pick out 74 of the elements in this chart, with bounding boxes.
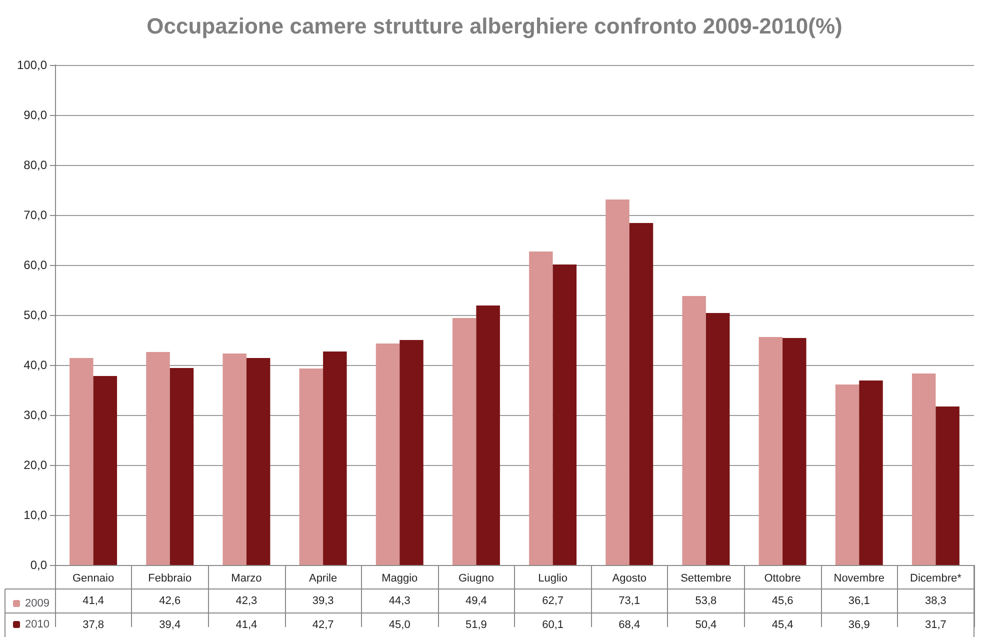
bar xyxy=(246,358,270,565)
data-label: 41,4 xyxy=(236,619,258,631)
y-tick-label: 10,0 xyxy=(24,508,48,522)
x-tick-label: Dicembre* xyxy=(910,572,962,584)
data-label: 42,3 xyxy=(236,595,258,607)
bar xyxy=(758,337,783,565)
data-label: 45,4 xyxy=(772,619,794,631)
data-label: 37,8 xyxy=(82,619,104,631)
data-label: 36,1 xyxy=(848,595,870,607)
data-label: 42,7 xyxy=(312,619,334,631)
bar xyxy=(476,306,500,565)
y-tick-label: 30,0 xyxy=(24,408,48,422)
y-tick-label: 40,0 xyxy=(24,358,48,372)
bar xyxy=(70,358,94,565)
data-label: 45,0 xyxy=(388,619,410,631)
data-label: 42,6 xyxy=(159,595,181,607)
chart-title: Occupazione camere strutture alberghiere confronto 2009-2010(%) xyxy=(146,14,842,38)
x-tick-label: Maggio xyxy=(382,572,418,584)
bar xyxy=(170,368,194,565)
bar xyxy=(376,344,400,565)
bar xyxy=(529,252,553,565)
bar xyxy=(859,380,883,565)
bar xyxy=(452,318,476,565)
bar xyxy=(782,338,806,565)
x-tick-label: Ottobre xyxy=(764,572,801,584)
y-tick-label: 90,0 xyxy=(24,108,48,122)
x-tick-label: Giugno xyxy=(458,572,494,584)
x-tick-label: Febbraio xyxy=(148,572,192,584)
data-label: 45,6 xyxy=(772,595,794,607)
data-label: 39,4 xyxy=(159,619,181,631)
bar xyxy=(222,354,246,565)
y-tick-label: 0,0 xyxy=(30,558,48,572)
data-label: 73,1 xyxy=(618,595,640,607)
y-tick-label: 70,0 xyxy=(24,208,48,222)
data-label: 44,3 xyxy=(388,595,410,607)
bar xyxy=(400,340,424,565)
data-label: 51,9 xyxy=(465,619,487,631)
bar xyxy=(93,376,118,565)
bar xyxy=(323,352,347,565)
x-tick-label: Agosto xyxy=(612,572,646,584)
y-tick-label: 100,0 xyxy=(16,58,48,72)
y-tick-label: 50,0 xyxy=(24,308,48,322)
x-tick-label: Aprile xyxy=(308,572,338,584)
data-label: 50,4 xyxy=(695,619,717,631)
x-tick-label: Luglio xyxy=(538,572,568,584)
bar xyxy=(912,374,936,565)
bar xyxy=(936,406,960,565)
bar xyxy=(606,200,630,565)
legend-label: 2010 xyxy=(25,618,50,630)
data-label: 62,7 xyxy=(542,595,564,607)
bar xyxy=(146,352,170,565)
x-tick-label: Novembre xyxy=(834,572,884,584)
data-label: 31,7 xyxy=(924,619,946,631)
y-tick-label: 20,0 xyxy=(24,458,48,472)
bar xyxy=(835,384,860,565)
data-label: 53,8 xyxy=(695,595,717,607)
data-label: 39,3 xyxy=(312,595,334,607)
legend-label: 2009 xyxy=(25,598,50,610)
data-label: 38,3 xyxy=(924,595,946,607)
bar xyxy=(682,296,706,565)
x-tick-label: Marzo xyxy=(231,572,262,584)
bar xyxy=(629,223,654,565)
data-label: 60,1 xyxy=(542,619,564,631)
bar xyxy=(552,264,577,565)
data-label: 36,9 xyxy=(848,619,870,631)
data-label: 68,4 xyxy=(618,619,640,631)
y-tick-label: 60,0 xyxy=(24,258,48,272)
data-label: 41,4 xyxy=(82,595,104,607)
bar xyxy=(706,313,730,565)
x-tick-label: Settembre xyxy=(680,572,732,584)
data-label: 49,4 xyxy=(465,595,487,607)
y-tick-label: 80,0 xyxy=(24,158,48,172)
bar xyxy=(299,368,324,565)
x-tick-label: Gennaio xyxy=(72,572,114,584)
